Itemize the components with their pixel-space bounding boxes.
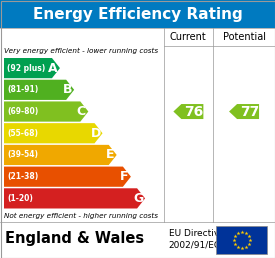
Polygon shape <box>4 167 131 187</box>
Text: A: A <box>48 62 58 75</box>
Text: Energy Efficiency Rating: Energy Efficiency Rating <box>33 6 242 21</box>
Text: E: E <box>105 148 114 162</box>
FancyBboxPatch shape <box>216 226 267 254</box>
Polygon shape <box>4 188 145 208</box>
Text: (1-20): (1-20) <box>7 194 33 203</box>
Polygon shape <box>4 145 117 165</box>
Text: G: G <box>133 192 143 205</box>
Polygon shape <box>4 123 103 143</box>
Text: (92 plus): (92 plus) <box>7 64 45 72</box>
FancyBboxPatch shape <box>0 0 275 28</box>
Text: 77: 77 <box>240 104 259 118</box>
Text: D: D <box>90 127 101 140</box>
Text: (21-38): (21-38) <box>7 172 38 181</box>
Text: Very energy efficient - lower running costs: Very energy efficient - lower running co… <box>4 48 158 54</box>
Text: (81-91): (81-91) <box>7 85 38 94</box>
Text: Current: Current <box>170 32 207 42</box>
Polygon shape <box>4 58 60 78</box>
Text: C: C <box>77 105 86 118</box>
Text: B: B <box>62 83 72 96</box>
Polygon shape <box>4 80 74 100</box>
Text: England & Wales: England & Wales <box>5 231 144 246</box>
Text: (55-68): (55-68) <box>7 129 38 138</box>
Text: (69-80): (69-80) <box>7 107 38 116</box>
Text: (39-54): (39-54) <box>7 150 38 159</box>
Text: EU Directive
2002/91/EC: EU Directive 2002/91/EC <box>169 229 224 249</box>
Text: Potential: Potential <box>222 32 266 42</box>
Text: F: F <box>120 170 128 183</box>
Polygon shape <box>4 101 88 122</box>
Polygon shape <box>229 104 259 119</box>
Text: 76: 76 <box>184 104 204 118</box>
Text: Not energy efficient - higher running costs: Not energy efficient - higher running co… <box>4 213 158 219</box>
Polygon shape <box>173 104 204 119</box>
